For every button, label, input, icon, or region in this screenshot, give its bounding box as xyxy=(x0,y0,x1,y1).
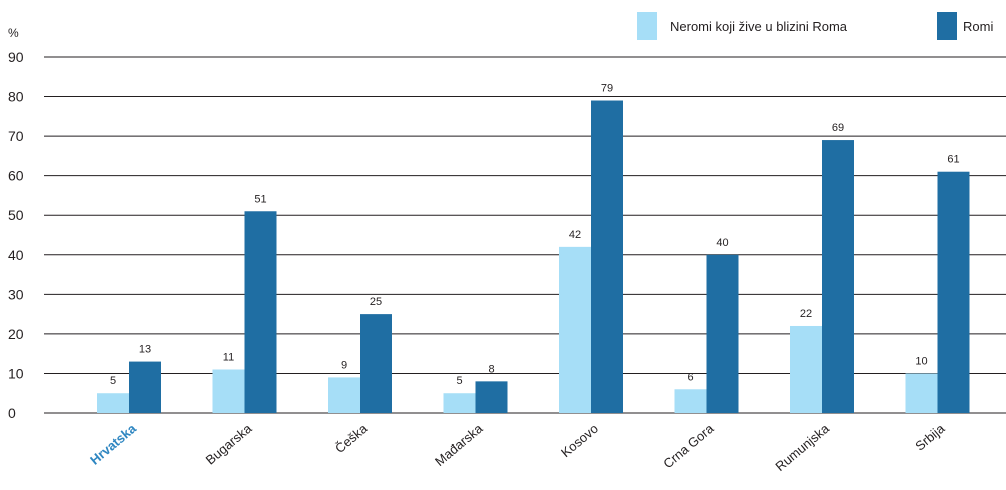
x-tick-label: Hrvatska xyxy=(87,420,139,467)
legend-label-romi: Romi xyxy=(963,19,993,34)
value-label: 13 xyxy=(139,344,151,356)
bar-neromi xyxy=(674,389,707,413)
y-axis-unit: % xyxy=(8,26,19,40)
bar-romi xyxy=(822,140,854,414)
value-label: 10 xyxy=(915,355,927,367)
bars xyxy=(97,100,970,414)
y-tick-label: 40 xyxy=(8,247,24,263)
x-tick-label: Kosovo xyxy=(558,421,601,460)
y-tick-label: 10 xyxy=(8,365,24,381)
value-label: 40 xyxy=(716,237,728,249)
value-label: 79 xyxy=(601,83,613,95)
value-label: 8 xyxy=(488,363,494,375)
y-tick-label: 50 xyxy=(8,207,24,223)
x-tick-label: Srbija xyxy=(912,420,948,453)
bar-romi xyxy=(706,254,739,413)
x-tick-label: Rumunjska xyxy=(772,420,832,474)
value-label: 25 xyxy=(370,296,382,308)
value-label: 61 xyxy=(947,154,959,166)
bar-romi xyxy=(244,211,277,413)
value-label: 42 xyxy=(569,229,581,241)
x-tick-label: Crna Gora xyxy=(660,420,717,471)
x-tick-label: Bugarska xyxy=(203,420,255,467)
value-label: 9 xyxy=(341,359,347,371)
bar-neromi xyxy=(212,369,245,413)
legend-label-neromi: Neromi koji žive u blizini Roma xyxy=(670,19,848,34)
y-tick-label: 80 xyxy=(8,89,24,105)
y-tick-label: 20 xyxy=(8,326,24,342)
bar-romi xyxy=(937,171,970,413)
value-label: 11 xyxy=(223,351,234,363)
value-label: 51 xyxy=(254,193,266,205)
y-tick-label: 60 xyxy=(8,168,24,184)
bar-neromi xyxy=(328,377,360,413)
x-tick-label: Češka xyxy=(332,420,370,456)
y-axis-ticks: 0 10 20 30 40 50 60 70 80 90 xyxy=(8,49,24,421)
legend-swatch-neromi xyxy=(637,12,657,40)
bar-neromi xyxy=(905,373,938,413)
x-axis-labels: Hrvatska Bugarska Češka Mađarska Kosovo Crna … xyxy=(87,420,948,474)
value-label: 6 xyxy=(687,371,693,383)
y-tick-label: 0 xyxy=(8,405,16,421)
value-label: 5 xyxy=(456,375,462,387)
x-tick-label: Mađarska xyxy=(432,420,486,469)
gridlines xyxy=(44,56,1006,414)
value-labels: 5 13 11 51 9 25 5 8 42 79 6 40 22 69 10 61 xyxy=(110,83,960,388)
legend-swatch-romi xyxy=(937,12,957,40)
bar-romi xyxy=(360,314,392,413)
legend: Neromi koji žive u blizini Roma Romi xyxy=(637,12,993,40)
value-label: 5 xyxy=(110,375,116,387)
value-label: 22 xyxy=(800,308,812,320)
y-tick-label: 70 xyxy=(8,128,24,144)
y-tick-label: 90 xyxy=(8,49,24,65)
bar-romi xyxy=(475,381,508,413)
bar-romi xyxy=(591,100,623,413)
bar-neromi xyxy=(790,325,822,413)
y-tick-label: 30 xyxy=(8,286,24,302)
bar-neromi xyxy=(97,393,129,413)
bar-neromi xyxy=(559,246,591,413)
bar-neromi xyxy=(443,393,476,413)
value-label: 69 xyxy=(832,122,844,134)
bar-romi xyxy=(129,361,161,413)
